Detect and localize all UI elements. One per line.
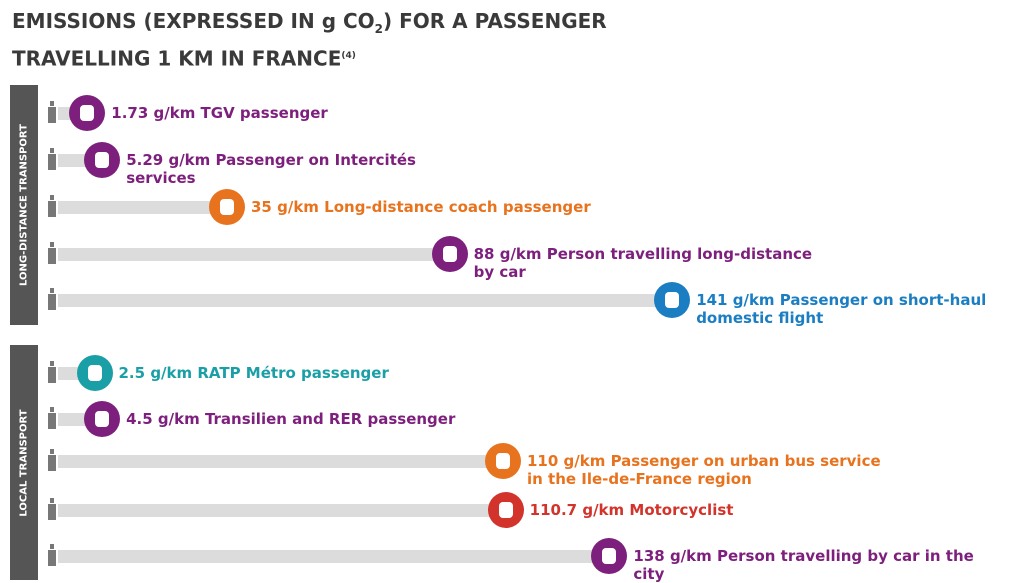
item-label: 35 g/km Long-distance coach passenger [251, 198, 591, 216]
label-text: g/km Person travelling long-distance by … [473, 245, 813, 281]
item-label: 141 g/km Passenger on short-haul domesti… [696, 291, 1005, 327]
value-label: 110 [527, 452, 559, 470]
label-text: g/km Person travelling by car in the cit… [633, 547, 974, 583]
transport-icon [209, 189, 245, 225]
group-band: LONG-DISTANCE TRANSPORT [10, 85, 38, 325]
bar [58, 294, 673, 307]
transport-icon [431, 236, 468, 272]
chart-title: EMISSIONS (EXPRESSED IN g CO2) FOR A PAS… [12, 8, 652, 73]
person-icon [48, 242, 56, 264]
value-label: 88 [473, 245, 495, 263]
title-text: EMISSIONS (EXPRESSED IN g CO [12, 9, 375, 33]
bar [58, 550, 610, 563]
value-label: 138 [633, 547, 665, 565]
item-label: 138 g/km Person travelling by car in the… [633, 547, 993, 583]
person-icon [48, 101, 56, 123]
item-label: 4.5 g/km Transilien and RER passenger [126, 410, 455, 428]
value-label: 5.29 [126, 151, 164, 169]
person-icon [48, 361, 56, 383]
label-text: g/km Long-distance coach passenger [277, 198, 591, 216]
value-label: 110.7 [529, 501, 578, 519]
value-label: 141 [696, 291, 728, 309]
bar [58, 201, 227, 214]
item-label: 110.7 g/km Motorcyclist [530, 501, 734, 519]
label-text: g/km TGV passenger [153, 104, 328, 122]
transport-icon [84, 142, 121, 178]
item-label: 5.29 g/km Passenger on Intercités servic… [126, 151, 486, 187]
item-label: 2.5 g/km RATP Métro passenger [119, 364, 389, 382]
transport-icon [654, 282, 691, 318]
transport-icon [485, 443, 521, 479]
value-label: 1.73 [111, 104, 149, 122]
label-text: g/km RATP Métro passenger [150, 364, 389, 382]
bar [58, 455, 503, 468]
item-label: 1.73 g/km TGV passenger [111, 104, 328, 122]
person-icon [48, 288, 56, 310]
transport-icon [76, 355, 113, 391]
label-text: g/km Passenger on Intercités services [126, 151, 416, 187]
title-text: ) FOR A PASSENGER TRAVELLING 1 KM IN FRA… [12, 9, 607, 71]
group-label: LONG-DISTANCE TRANSPORT [18, 123, 30, 287]
person-icon [48, 195, 56, 217]
transport-icon [69, 95, 106, 131]
title-note: (4) [341, 51, 356, 61]
transport-icon [84, 401, 121, 437]
value-label: 35 [251, 198, 272, 216]
value-label: 2.5 [118, 364, 146, 382]
transport-icon [591, 538, 628, 574]
person-icon [48, 498, 56, 520]
bar [58, 504, 506, 517]
person-icon [48, 148, 56, 170]
label-text: g/km Passenger on short-haul domestic fl… [696, 291, 987, 327]
label-text: g/km Passenger on urban bus service in t… [527, 452, 881, 488]
label-text: g/km Transilien and RER passenger [157, 410, 456, 428]
bar [58, 248, 450, 261]
title-sub: 2 [374, 22, 384, 36]
transport-icon [487, 492, 524, 528]
person-icon [48, 407, 56, 429]
person-icon [48, 544, 56, 566]
value-label: 4.5 [126, 410, 153, 428]
label-text: g/km Motorcyclist [582, 501, 734, 519]
item-label: 110 g/km Passenger on urban bus service … [527, 452, 887, 488]
person-icon [48, 449, 56, 471]
group-label: LOCAL TRANSPORT [18, 408, 30, 517]
item-label: 88 g/km Person travelling long-distance … [474, 245, 834, 281]
group-band: LOCAL TRANSPORT [10, 345, 38, 580]
